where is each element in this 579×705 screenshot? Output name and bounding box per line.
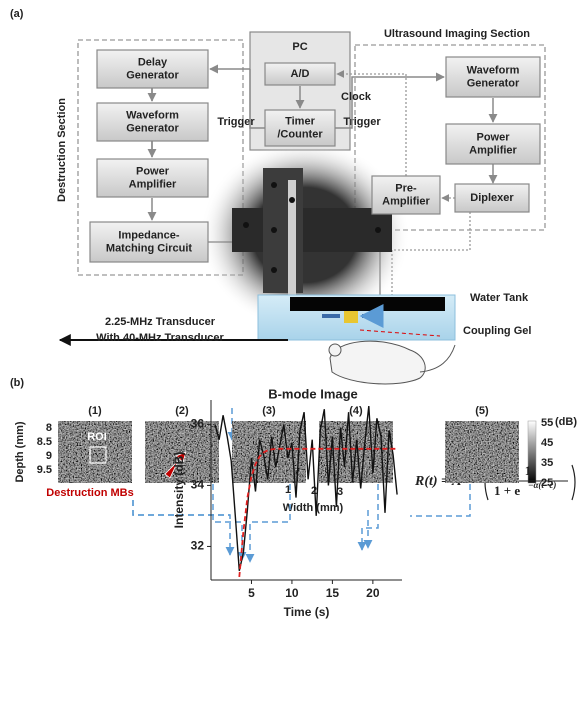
y-tick-label: 32 <box>191 539 205 553</box>
transducer-label: With 40-MHz Transducer <box>96 332 224 344</box>
stage <box>263 168 303 293</box>
colorbar-tick: 45 <box>541 437 553 449</box>
block-label-line: Waveform <box>467 64 520 76</box>
block-label-line: Pre- <box>395 182 417 194</box>
equation-numerator: 1 <box>525 463 532 478</box>
colorbar-tick: 35 <box>541 457 553 469</box>
image-title: B-mode Image <box>268 386 358 401</box>
bmode-image <box>445 421 519 483</box>
block-label: A/D <box>291 68 310 80</box>
equation-denominator: 1 + e <box>494 483 520 498</box>
colorbar-tick: 55 <box>541 417 553 429</box>
transducer-label: 2.25-MHz Transducer <box>105 316 216 328</box>
colorbar-tick: 25 <box>541 477 553 489</box>
block-label-line: Matching Circuit <box>106 242 193 254</box>
frame-label: (4) <box>349 405 363 417</box>
section-title: Ultrasound Imaging Section <box>384 28 530 40</box>
width-label: Width (mm) <box>283 502 344 514</box>
block-label-line: Timer <box>285 115 315 127</box>
frame-label: (2) <box>175 405 189 417</box>
wire <box>335 77 444 128</box>
gel-label: Coupling Gel <box>463 325 531 337</box>
x-tick-label: 5 <box>248 586 255 600</box>
figure: (a) Destruction Section Ultrasound Imagi… <box>0 0 579 705</box>
block-label-line: /Counter <box>277 128 323 140</box>
connector <box>362 484 378 550</box>
block-label-line: Generator <box>467 77 520 89</box>
y-tick-label: 34 <box>191 478 205 492</box>
roi-label: ROI <box>87 431 107 443</box>
y-tick-label: 36 <box>191 417 205 431</box>
colorbar-unit: (dB) <box>555 416 577 428</box>
block-label-line: Amplifier <box>129 178 177 190</box>
trigger-label: Trigger <box>343 116 381 128</box>
section-title: Destruction Section <box>56 98 68 202</box>
x-tick-label: 20 <box>366 586 380 600</box>
block-label: Diplexer <box>470 192 514 204</box>
y-axis-label: Intensity (dB) <box>172 452 186 529</box>
panel-label: (b) <box>10 377 24 389</box>
tank-label: Water Tank <box>470 292 529 304</box>
frame-label: (5) <box>475 405 489 417</box>
depth-tick: 9 <box>46 450 52 462</box>
pc-title: PC <box>292 41 307 53</box>
transducer-tip <box>344 311 358 323</box>
depth-tick: 9.5 <box>37 464 52 476</box>
destruction-label: Destruction MBs <box>46 487 133 499</box>
block-label-line: Delay <box>138 56 168 68</box>
depth-tick: 8.5 <box>37 436 52 448</box>
block-label: Impedance-Matching Circuit <box>106 229 193 254</box>
x-axis-label: Time (s) <box>284 605 330 619</box>
x-tick-label: 15 <box>326 586 340 600</box>
depth-tick: 8 <box>46 422 52 434</box>
block-label-line: Generator <box>126 122 179 134</box>
x-tick-label: 10 <box>285 586 299 600</box>
clock-label: Clock <box>341 91 372 103</box>
block-label-line: Amplifier <box>382 195 430 207</box>
mouse <box>330 341 425 384</box>
block-label-line: Power <box>136 165 170 177</box>
transducer-bar <box>290 297 445 311</box>
panel-label: (a) <box>10 8 24 20</box>
width-tick: 1 <box>285 484 291 496</box>
stage <box>232 208 392 252</box>
frame-label: (3) <box>262 405 276 417</box>
mouse <box>329 344 341 356</box>
block-label-line: Amplifier <box>469 144 517 156</box>
block-label-line: Power <box>476 131 510 143</box>
block-label-line: Waveform <box>126 109 179 121</box>
depth-label: Depth (mm) <box>14 421 26 482</box>
block-label-line: Impedance- <box>118 229 179 241</box>
block-label-line: Generator <box>126 69 179 81</box>
frame-label: (1) <box>88 405 102 417</box>
